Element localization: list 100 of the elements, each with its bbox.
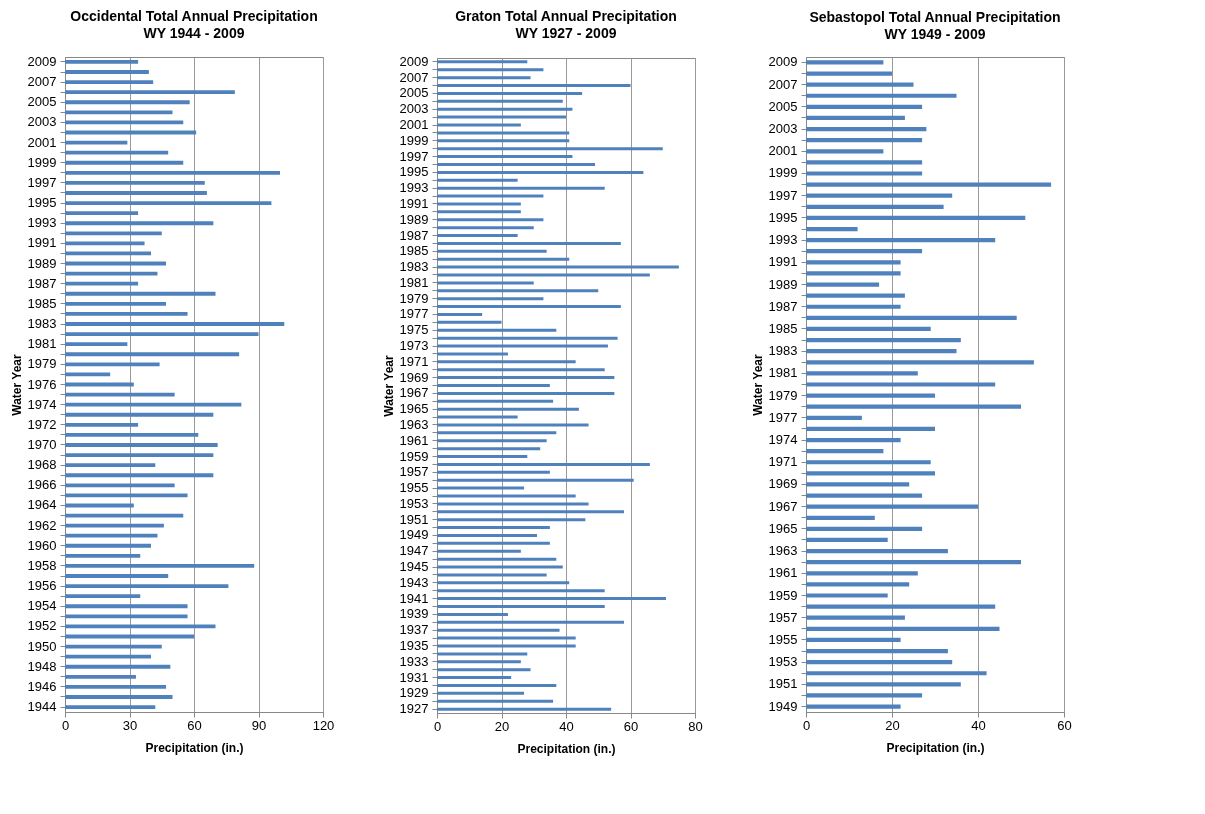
bar [65,180,205,185]
bar [65,473,214,478]
bar [65,412,214,417]
bar [437,668,531,672]
bar [806,93,957,98]
bar [437,312,483,316]
chart-subtitle: WY 1927 - 2009 [515,25,617,42]
bar [806,571,918,576]
bar [437,234,518,238]
bar [806,482,910,487]
bar [437,162,596,166]
y-tick-label: 1983 [768,343,798,359]
y-tick-label: 1973 [399,338,429,354]
y-tick-label: 1972 [27,416,57,432]
y-tick-label: 1971 [768,454,798,470]
y-tick-label: 1963 [399,416,429,432]
y-tick-label: 2001 [768,143,798,159]
x-tick-label: 60 [1057,717,1072,733]
bar [806,637,901,643]
bar [806,437,901,443]
y-tick-label: 1944 [27,699,57,715]
y-tick-label: 1955 [399,480,429,496]
bar [437,707,612,711]
y-tick-label: 1950 [27,638,57,654]
bar [806,515,875,520]
y-tick-label: 2003 [27,114,57,130]
bar [806,182,1052,187]
y-tick-label: 1949 [399,527,429,543]
y-axis-title: Water Year [750,353,765,416]
bar [65,362,160,367]
bar [437,391,615,395]
y-tick-label: 1993 [27,215,57,231]
y-tick-label: 1975 [399,322,429,338]
bar [65,463,156,468]
y-tick-label: 1995 [399,164,429,180]
y-tick-label: 1993 [399,180,429,196]
bar [437,589,605,593]
y-tick-label: 1981 [768,365,798,381]
bar [806,126,927,132]
y-tick-label: 1967 [768,498,798,514]
bar [65,453,214,457]
bar [806,671,987,676]
y-tick-label: 1947 [399,543,429,559]
bar [437,202,521,206]
bar [437,249,547,253]
bar [437,305,621,309]
y-tick-label: 1965 [399,401,429,417]
chart-title: Graton Total Annual Precipitation [455,8,677,25]
x-tick-label: 120 [312,717,335,733]
bar [437,210,521,214]
y-tick-label: 1967 [399,385,429,401]
bar [806,337,961,343]
bar [437,257,570,261]
y-tick-label: 1958 [27,557,57,573]
bar [437,281,534,285]
y-tick-label: 2001 [27,134,57,150]
bar [65,654,151,659]
bar [806,282,880,287]
y-tick-label: 2007 [27,74,57,90]
y-tick-label: 1927 [399,701,429,717]
bar [65,695,173,699]
bar [437,399,554,403]
chart-subtitle: WY 1949 - 2009 [884,25,986,42]
bar [437,186,605,190]
y-tick-label: 1935 [399,637,429,653]
bar [65,564,255,568]
bar [65,332,259,337]
y-tick-label: 1962 [27,517,57,533]
y-tick-label: 1939 [399,606,429,622]
bar [65,291,216,296]
x-tick-label: 40 [971,717,986,733]
y-tick-label: 1999 [399,132,429,148]
y-tick-label: 1974 [768,432,798,448]
bar [437,660,521,664]
bar [437,352,508,356]
bar [806,138,923,143]
bar [437,494,576,498]
bar [437,99,563,103]
bar [65,594,141,599]
bar [806,260,901,265]
bar [437,478,634,482]
bar [437,462,650,466]
y-tick-label: 1971 [399,353,429,369]
bar [437,486,525,490]
bar [806,304,901,309]
y-tick-label: 1965 [768,520,798,536]
bar [65,543,151,548]
y-tick-label: 1995 [768,209,798,225]
bar [437,194,544,198]
bar [437,699,554,703]
y-tick-label: 1969 [768,476,798,492]
y-tick-label: 1955 [768,631,798,647]
bar [65,221,214,226]
y-tick-label: 1961 [768,565,798,581]
x-tick-label: 30 [122,717,138,733]
x-axis-title: Precipitation (in.) [145,740,244,755]
bar [806,582,910,587]
bar [806,526,923,531]
bar [437,407,579,411]
y-tick-label: 2007 [768,76,798,92]
